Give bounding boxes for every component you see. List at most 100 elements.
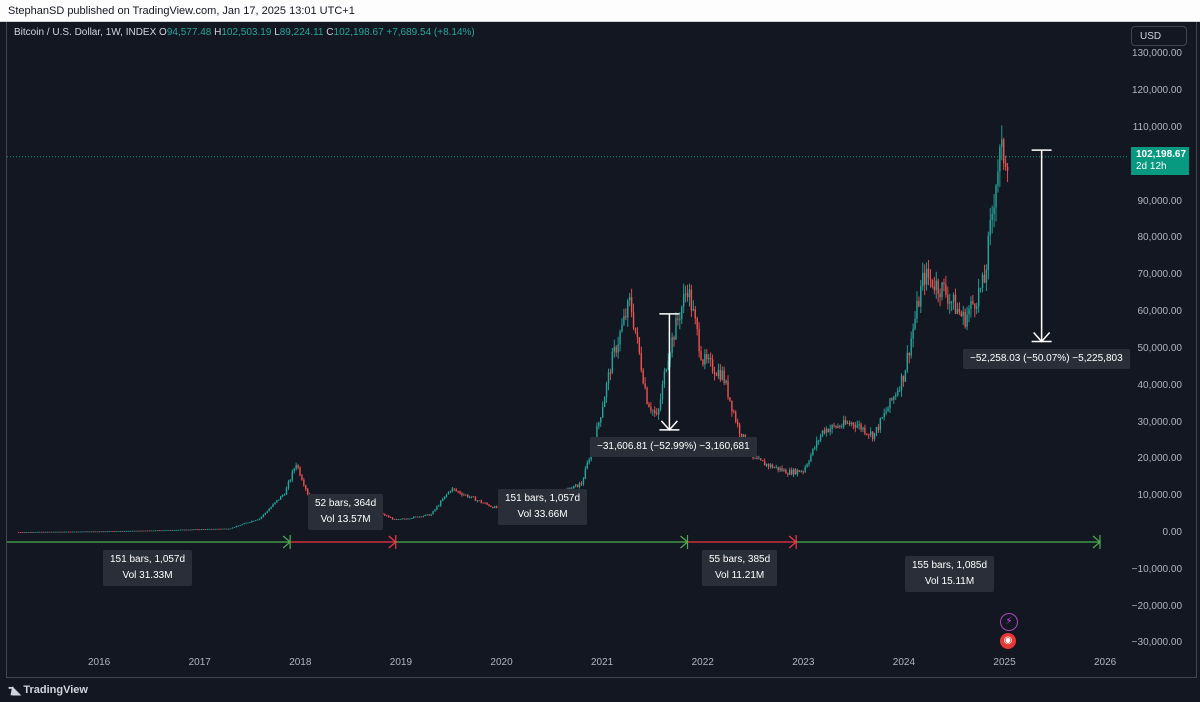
- range-info-box[interactable]: 52 bars, 364d Vol 13.57M: [308, 494, 384, 530]
- candle-body: [937, 280, 939, 294]
- candle-body: [956, 308, 959, 314]
- candle-body: [83, 531, 85, 533]
- range-info-box[interactable]: 155 bars, 1,085d Vol 15.11M: [905, 556, 995, 592]
- y-tick-label: 0.00: [1162, 527, 1182, 538]
- us-flag-icon[interactable]: ◉: [1000, 633, 1016, 649]
- candle-body: [287, 481, 290, 488]
- bar-countdown: 2d 12h: [1136, 161, 1167, 172]
- candle-body: [401, 518, 403, 520]
- candle-body: [289, 479, 292, 482]
- range-info-box[interactable]: 151 bars, 1,057d Vol 33.66M: [498, 489, 588, 525]
- candle-body: [478, 500, 481, 502]
- candle-body: [108, 531, 110, 533]
- candle-body: [262, 514, 265, 517]
- tradingview-logo[interactable]: ⁊◣ TradingView: [8, 683, 88, 697]
- candle-body: [490, 506, 492, 507]
- drawdown-label[interactable]: −52,258.03 (−50.07%) −5,225,803: [963, 349, 1130, 369]
- candle-body: [887, 408, 889, 412]
- candle-body: [613, 346, 615, 352]
- candle-body: [40, 531, 43, 533]
- candle-body: [731, 400, 733, 412]
- candle-body: [790, 470, 793, 475]
- candle-body: [652, 410, 654, 412]
- candle-body: [883, 413, 885, 418]
- candle-body: [158, 530, 160, 532]
- low-value: 89,224.11: [279, 27, 324, 38]
- candle-body: [44, 531, 47, 533]
- candle-body: [133, 530, 135, 532]
- candle-body: [443, 496, 446, 500]
- candle-body: [619, 331, 621, 345]
- symbol-name[interactable]: Bitcoin / U.S. Dollar, 1W, INDEX: [14, 27, 157, 38]
- candle-body: [725, 380, 727, 383]
- candle-body: [974, 303, 976, 309]
- candle-body: [416, 516, 419, 518]
- open-value: 94,577.48: [166, 27, 212, 38]
- candle-body: [480, 500, 482, 503]
- candle-body: [947, 294, 949, 304]
- candle-body: [175, 529, 178, 531]
- candle-body: [85, 531, 87, 533]
- candle-body: [625, 316, 627, 318]
- candle-body: [486, 503, 488, 505]
- candle-body: [814, 447, 816, 449]
- candle-body: [898, 390, 901, 392]
- candle-body: [226, 528, 228, 530]
- candle-body: [696, 318, 698, 330]
- candle-body: [413, 516, 415, 519]
- candle-body: [484, 502, 486, 504]
- candle-body: [432, 511, 434, 515]
- candle-body: [173, 530, 176, 531]
- lightning-icon[interactable]: ⚡: [1000, 613, 1018, 631]
- candle-body: [143, 530, 145, 532]
- y-tick-label: 130,000.00: [1131, 48, 1182, 60]
- candle-body: [424, 514, 427, 517]
- candle-body: [116, 531, 118, 532]
- candle-body: [733, 411, 735, 413]
- currency-button[interactable]: USD: [1131, 26, 1187, 46]
- candle-body: [972, 301, 974, 304]
- candle-body: [91, 531, 93, 533]
- candle-body: [120, 530, 122, 532]
- candle-body: [829, 428, 831, 433]
- candle-body: [812, 448, 814, 455]
- candle-body: [197, 529, 199, 531]
- candle-body: [835, 425, 837, 428]
- candle-body: [775, 466, 777, 468]
- candle-body: [276, 500, 278, 503]
- candle-body: [900, 375, 903, 391]
- candle-body: [848, 423, 851, 425]
- candle-body: [792, 469, 795, 475]
- candle-body: [692, 309, 695, 311]
- candle-body: [864, 427, 866, 434]
- candle-body: [632, 312, 635, 328]
- candle-body: [420, 516, 423, 518]
- candle-body: [904, 370, 907, 382]
- candle-body: [627, 300, 629, 318]
- candle-body: [923, 272, 926, 285]
- candle-body: [962, 311, 964, 317]
- candle-body: [183, 529, 186, 531]
- candle-body: [711, 359, 714, 372]
- close-label: C: [326, 27, 334, 38]
- candle-body: [825, 428, 828, 433]
- candle-body: [816, 440, 818, 448]
- drawdown-label[interactable]: −31,606.81 (−52.99%) −3,160,681: [590, 437, 757, 457]
- candle-body: [769, 464, 772, 467]
- candle-body: [33, 532, 35, 533]
- candle-body: [268, 508, 270, 512]
- brand-name: TradingView: [23, 684, 88, 696]
- candle-body: [970, 301, 972, 309]
- candle-body: [48, 531, 51, 533]
- candle-body: [418, 516, 421, 518]
- range-info-box[interactable]: 55 bars, 385d Vol 11.21M: [702, 550, 778, 586]
- range-bars-label: 155 bars, 1,085d: [912, 560, 988, 571]
- candle-body: [630, 297, 633, 313]
- candle-body: [997, 171, 999, 186]
- candle-body: [596, 426, 598, 442]
- y-tick-label: 40,000.00: [1137, 379, 1183, 391]
- candle-body: [93, 531, 95, 533]
- range-info-box[interactable]: 151 bars, 1,057d Vol 31.33M: [103, 550, 193, 586]
- candle-body: [817, 440, 820, 442]
